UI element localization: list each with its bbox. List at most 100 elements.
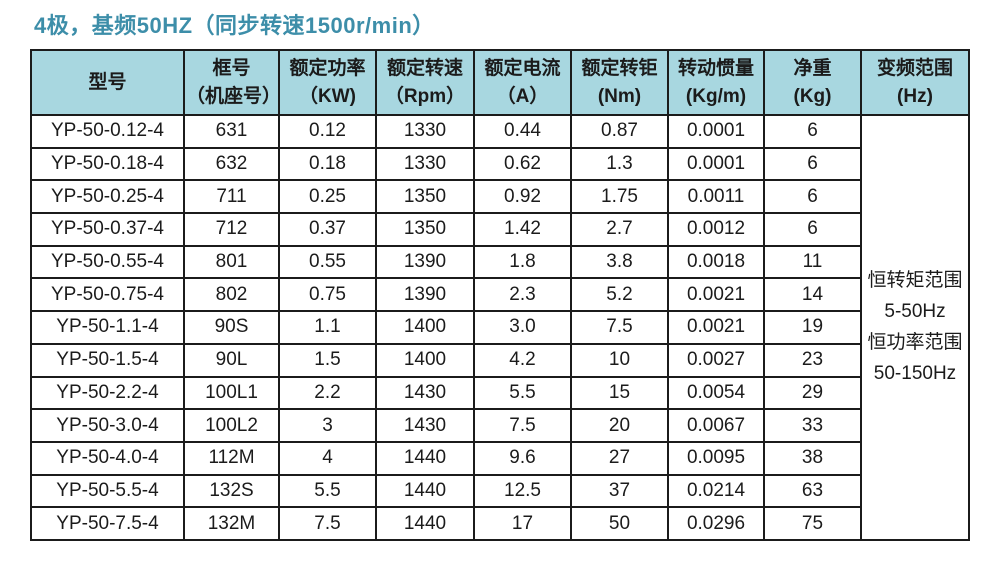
table-cell-weight: 38 (763, 440, 862, 476)
table-cell-speed: 1330 (375, 114, 475, 149)
table-cell-frame: 132S (183, 473, 280, 509)
table-cell-current: 0.44 (473, 114, 572, 149)
table-row: YP-50-5.5-4 132S 5.5 1440 12.5 37 0.0214 63 (30, 473, 969, 509)
table-row: YP-50-3.0-4 100L2 3 1430 7.5 20 0.0067 33 (30, 408, 969, 443)
frequency-range-note-line: 50-150Hz (873, 363, 957, 385)
table-cell-power: 1.1 (278, 310, 377, 345)
table-cell-power: 5.5 (278, 473, 377, 509)
table-cell-model: YP-50-0.55-4 (30, 244, 185, 280)
column-header-label: 额定转钜 (581, 57, 658, 79)
table-cell-current: 3.0 (473, 310, 572, 345)
table-cell-inertia: 0.0011 (667, 179, 765, 215)
column-header-unit: (Kg) (793, 85, 832, 107)
table-cell-model: YP-50-2.2-4 (30, 375, 185, 411)
table-row: YP-50-0.18-4 632 0.18 1330 0.62 1.3 0.0001 6 (30, 146, 969, 182)
table-cell-inertia: 0.0054 (667, 375, 765, 411)
column-header-label: 额定电流 (484, 57, 561, 79)
table-cell-model: YP-50-0.75-4 (30, 277, 185, 313)
table-cell-inertia: 0.0067 (667, 408, 765, 443)
frequency-range-note-line: 恒功率范围 (867, 332, 963, 354)
table-cell-current: 5.5 (473, 375, 572, 411)
table-cell-torque: 5.2 (570, 277, 669, 313)
table-cell-current: 2.3 (473, 277, 572, 313)
table-header: 型号 框号 （机座号） 额定功率 （KW) 额定转速 （Rpm） 额定电流 （A） 额定转钜 (Nm… (30, 49, 970, 116)
table-cell-frame: 100L1 (183, 375, 280, 411)
table-cell-torque: 1.75 (570, 179, 669, 215)
table-cell-current: 1.8 (473, 244, 572, 280)
table-row: YP-50-1.5-4 90L 1.5 1400 4.2 10 0.0027 23 (30, 342, 969, 378)
header-row: 型号 框号 （机座号） 额定功率 （KW) 额定转速 （Rpm） 额定电流 （A） 额定转钜 (Nm… (30, 49, 970, 116)
table-cell-power: 0.25 (278, 179, 377, 215)
table-cell-current: 17 (473, 506, 572, 541)
table-cell-model: YP-50-1.1-4 (30, 310, 185, 345)
table-cell-speed: 1390 (375, 277, 475, 313)
table-cell-weight: 33 (763, 408, 862, 443)
table-cell-weight: 29 (763, 375, 862, 411)
table-cell-weight: 23 (763, 342, 862, 378)
table-cell-speed: 1400 (375, 342, 475, 378)
table-cell-power: 0.75 (278, 277, 377, 313)
table-row: YP-50-7.5-4 132M 7.5 1440 17 50 0.0296 75 (30, 506, 969, 541)
table-cell-model: YP-50-4.0-4 (30, 440, 185, 476)
table-cell-speed: 1430 (375, 408, 475, 443)
table-cell-power: 2.2 (278, 375, 377, 411)
column-header-freq-range: 变频范围 (Hz) (860, 49, 970, 116)
table-cell-frame: 712 (183, 212, 280, 247)
table-cell-frame: 801 (183, 244, 280, 280)
table-cell-torque: 0.87 (570, 114, 669, 149)
table-cell-frame: 132M (183, 506, 280, 541)
table-cell-power: 0.18 (278, 146, 377, 182)
table-row: YP-50-4.0-4 112M 4 1440 9.6 27 0.0095 38 (30, 440, 969, 476)
column-header-current: 额定电流 （A） (473, 49, 572, 116)
table-cell-inertia: 0.0012 (667, 212, 765, 247)
column-header-label: 变频范围 (876, 57, 953, 79)
table-cell-speed: 1330 (375, 146, 475, 182)
table-cell-frame: 90L (183, 342, 280, 378)
table-cell-frame: 100L2 (183, 408, 280, 443)
table-cell-frame: 632 (183, 146, 280, 182)
table-cell-model: YP-50-0.25-4 (30, 179, 185, 215)
page-title: 4极，基频50HZ（同步转速1500r/min） (34, 13, 435, 38)
column-header-unit: （A） (496, 85, 549, 107)
table-cell-power: 1.5 (278, 342, 377, 378)
table-cell-current: 12.5 (473, 473, 572, 509)
column-header-label: 型号 (88, 71, 127, 93)
table-cell-torque: 27 (570, 440, 669, 476)
column-header-unit: （Rpm） (384, 85, 466, 107)
table-cell-torque: 20 (570, 408, 669, 443)
table-cell-weight: 6 (763, 212, 862, 247)
column-header-torque: 额定转钜 (Nm) (570, 49, 669, 116)
column-header-label: 净重 (793, 57, 832, 79)
column-header-unit: (Hz) (897, 85, 933, 107)
table-cell-power: 0.55 (278, 244, 377, 280)
table-cell-inertia: 0.0214 (667, 473, 765, 509)
table-cell-torque: 2.7 (570, 212, 669, 247)
table-cell-frame: 802 (183, 277, 280, 313)
table-cell-current: 0.62 (473, 146, 572, 182)
column-header-weight: 净重 (Kg) (763, 49, 862, 116)
table-cell-model: YP-50-3.0-4 (30, 408, 185, 443)
table-cell-torque: 7.5 (570, 310, 669, 345)
table-cell-model: YP-50-5.5-4 (30, 473, 185, 509)
table-cell-model: YP-50-0.12-4 (30, 114, 185, 149)
page: 4极，基频50HZ（同步转速1500r/min） 型号 框号 （机座号） 额定功率 （K… (30, 13, 970, 541)
table-cell-power: 7.5 (278, 506, 377, 541)
table-cell-inertia: 0.0018 (667, 244, 765, 280)
table-cell-weight: 11 (763, 244, 862, 280)
column-header-unit: (Nm) (597, 85, 642, 107)
table-cell-weight: 19 (763, 310, 862, 345)
table-cell-frame: 631 (183, 114, 280, 149)
table-cell-current: 0.92 (473, 179, 572, 215)
frequency-range-note: 恒转矩范围 5-50Hz 恒功率范围 50-150Hz (860, 114, 970, 541)
table-cell-speed: 1440 (375, 506, 475, 541)
table-cell-model: YP-50-0.37-4 (30, 212, 185, 247)
table-cell-inertia: 0.0001 (667, 114, 765, 149)
table-cell-torque: 1.3 (570, 146, 669, 182)
table-cell-speed: 1440 (375, 440, 475, 476)
table-row: YP-50-2.2-4 100L1 2.2 1430 5.5 15 0.0054 29 (30, 375, 969, 411)
column-header-label: 转动惯量 (677, 57, 754, 79)
table-cell-frame: 112M (183, 440, 280, 476)
table-cell-torque: 50 (570, 506, 669, 541)
column-header-label: 框号 (212, 57, 251, 79)
table-cell-weight: 6 (763, 179, 862, 215)
